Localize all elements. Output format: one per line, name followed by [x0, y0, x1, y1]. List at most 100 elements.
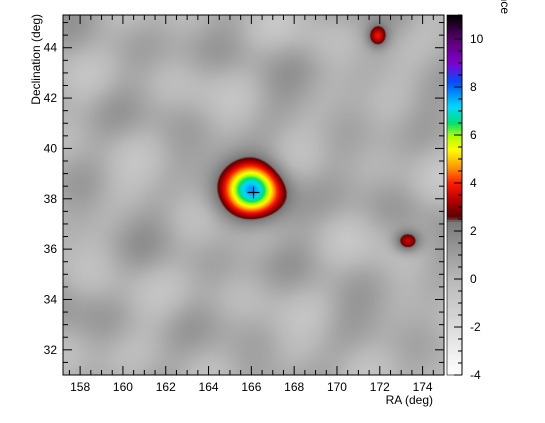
- colorbar-segment: [447, 163, 462, 167]
- colorbar-segment: [447, 39, 462, 42]
- colorbar-segment: [447, 142, 462, 146]
- colorbar-segment: [447, 147, 462, 150]
- colorbar-segment: [447, 259, 462, 263]
- colorbar-segment: [447, 231, 462, 234]
- colorbar-segment: [447, 288, 462, 292]
- colorbar-segment: [447, 331, 462, 335]
- colorbar-segment: [447, 365, 462, 369]
- colorbar-segment: [447, 132, 462, 136]
- colorbar-segment: [447, 322, 462, 326]
- colorbar-segment: [447, 94, 462, 98]
- colorbar-segment: [447, 214, 462, 218]
- colorbar-segment: [447, 355, 462, 359]
- x-tick-label: 174: [413, 380, 433, 394]
- colorbar-tick-label: 8: [470, 80, 477, 94]
- colorbar-segment: [447, 183, 462, 186]
- colorbar-segment: [447, 367, 462, 371]
- x-tick-label: 158: [70, 380, 90, 394]
- y-tick-label: 34: [44, 292, 58, 306]
- colorbar-segment: [447, 87, 462, 90]
- colorbar-segment: [447, 312, 462, 316]
- y-tick-label: 44: [44, 41, 58, 55]
- y-tick-label: 40: [44, 141, 58, 155]
- colorbar-segment: [447, 255, 462, 258]
- colorbar-segment: [447, 197, 462, 201]
- colorbar-tick-label: 6: [470, 128, 477, 142]
- colorbar-segment: [447, 343, 462, 347]
- colorbar-segment: [447, 77, 462, 81]
- colorbar-segment: [447, 283, 462, 287]
- colorbar-segment: [447, 195, 462, 198]
- colorbar-tick-label: 0: [470, 272, 477, 286]
- colorbar-segment: [447, 324, 462, 328]
- y-tick-label: 42: [44, 91, 58, 105]
- colorbar-segment: [447, 118, 462, 122]
- colorbar-segment: [447, 327, 462, 330]
- colorbar-segment: [447, 79, 462, 83]
- colorbar-segment: [447, 211, 462, 215]
- colorbar-segment: [447, 363, 462, 366]
- colorbar-segment: [447, 53, 462, 57]
- colorbar-segment: [447, 235, 462, 239]
- colorbar-segment: [447, 63, 462, 66]
- colorbar-segment: [447, 252, 462, 256]
- colorbar-segment: [447, 199, 462, 203]
- colorbar-segment: [447, 310, 462, 314]
- colorbar-segment: [447, 267, 462, 270]
- colorbar-segment: [447, 187, 462, 191]
- colorbar-tick-label: 2: [470, 224, 477, 238]
- colorbar-segment: [447, 34, 462, 38]
- colorbar-segment: [447, 46, 462, 50]
- colorbar-segment: [447, 55, 462, 59]
- colorbar-segment: [447, 286, 462, 290]
- colorbar-segment: [447, 245, 462, 249]
- x-tick-label: 172: [370, 380, 390, 394]
- colorbar-segment: [447, 190, 462, 194]
- colorbar-segment: [447, 22, 462, 26]
- colorbar-tick-label: 10: [470, 32, 484, 46]
- colorbar-segment: [447, 108, 462, 112]
- colorbar-segment: [447, 209, 462, 213]
- colorbar-segment: [447, 96, 462, 100]
- colorbar-segment: [447, 274, 462, 278]
- colorbar-segment: [447, 156, 462, 160]
- colorbar-segment: [447, 67, 462, 71]
- colorbar-segment: [447, 171, 462, 174]
- y-tick-label: 36: [44, 242, 58, 256]
- colorbar-segment: [447, 250, 462, 254]
- colorbar-segment: [447, 173, 462, 177]
- colorbar-segment: [447, 31, 462, 35]
- colorbar-tick-label: -4: [470, 368, 481, 382]
- colorbar-segment: [447, 51, 462, 54]
- colorbar-segment: [447, 226, 462, 230]
- colorbar-segment: [447, 166, 462, 170]
- colorbar-segment: [447, 240, 462, 244]
- y-tick-label: 32: [44, 343, 58, 357]
- colorbar-segment: [447, 233, 462, 237]
- colorbar-segment: [447, 223, 462, 227]
- y-axis-title: Declination (deg): [29, 14, 43, 105]
- colorbar-segment: [447, 180, 462, 184]
- colorbar-segment: [447, 106, 462, 110]
- colorbar-segment: [447, 36, 462, 40]
- colorbar-segment: [447, 315, 462, 318]
- colorbar-segment: [447, 358, 462, 362]
- colorbar-segment: [447, 262, 462, 266]
- colorbar-segment: [447, 336, 462, 340]
- colorbar-segment: [447, 139, 462, 143]
- plot-frame: [62, 14, 445, 376]
- colorbar-segment: [447, 204, 462, 208]
- colorbar-segment: [447, 329, 462, 333]
- colorbar-segment: [447, 24, 462, 28]
- colorbar-tick-label: 4: [470, 176, 477, 190]
- colorbar-segment: [447, 207, 462, 210]
- colorbar-segment: [447, 372, 462, 376]
- x-tick-label: 170: [327, 380, 347, 394]
- colorbar-segment: [447, 276, 462, 280]
- colorbar-segment: [447, 168, 462, 172]
- colorbar-segment: [447, 264, 462, 268]
- colorbar-segment: [447, 111, 462, 114]
- colorbar-segment: [447, 295, 462, 299]
- colorbar-segment: [447, 305, 462, 309]
- colorbar-segment: [447, 29, 462, 33]
